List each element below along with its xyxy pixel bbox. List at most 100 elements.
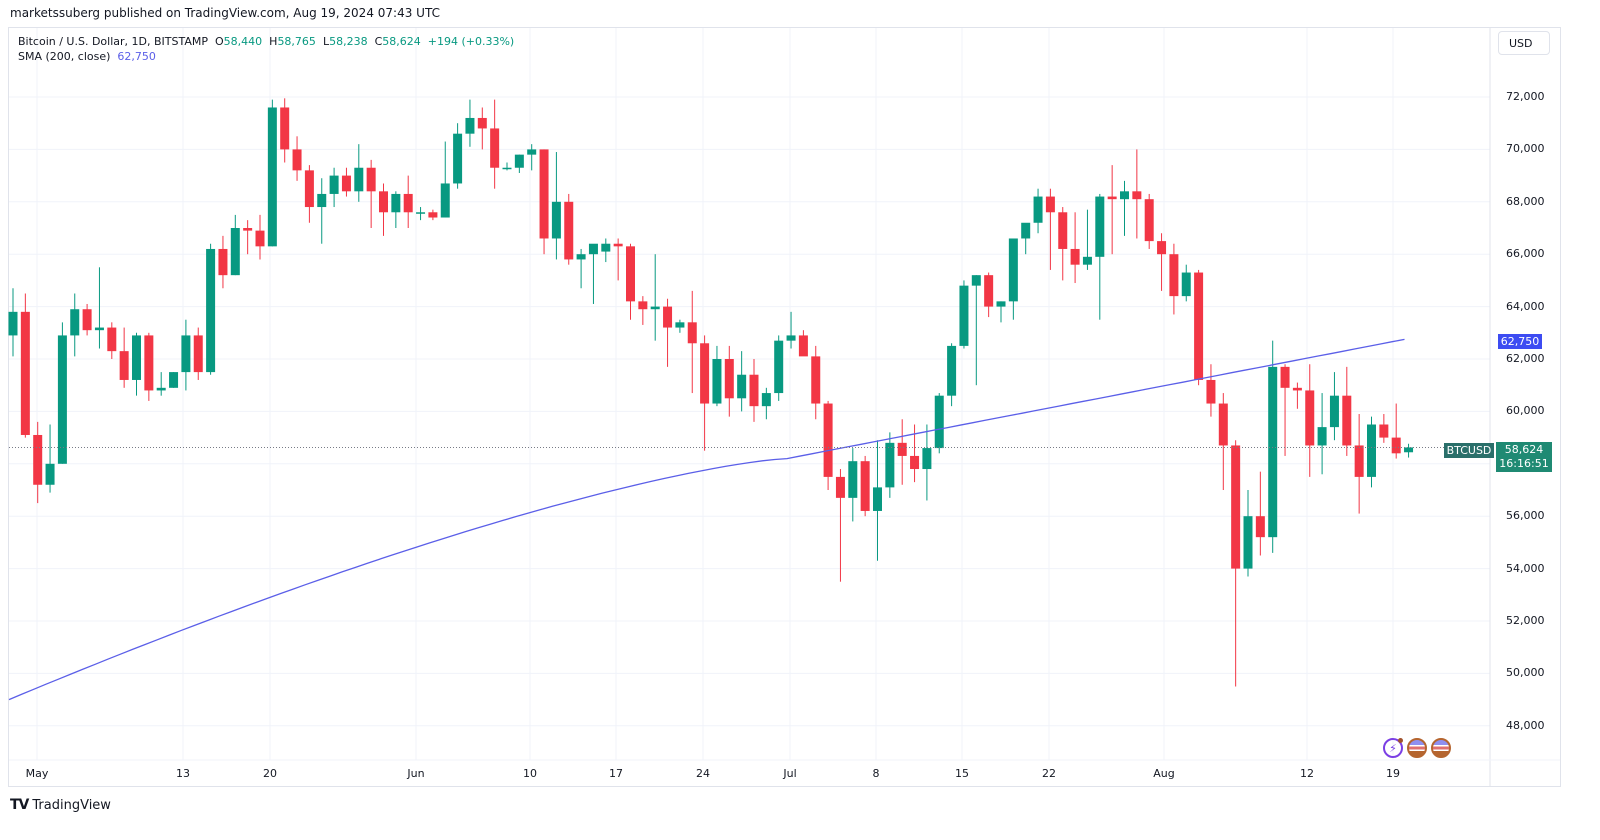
currency-button[interactable]: USD [1498,31,1550,55]
legend-symbol[interactable]: Bitcoin / U.S. Dollar, 1D, BITSTAMP [18,35,208,48]
candle [527,144,537,171]
last-price: 58,624 [1504,443,1544,456]
candle-body [761,393,771,407]
candle-body [1206,379,1216,404]
candle-body [588,243,598,255]
legend-sma-label[interactable]: SMA (200, close) [18,50,111,63]
candle [144,332,154,401]
candle-body [1144,199,1154,242]
candle [1120,180,1129,236]
price-tick-label: 48,000 [1506,718,1545,732]
candle-body [440,183,450,218]
candle [601,238,611,263]
candle [8,288,18,357]
candle [206,243,216,375]
candle [1379,414,1389,443]
candle-body [823,403,833,477]
candle [1144,193,1154,249]
candle-body [687,322,697,344]
candle [230,214,240,276]
candle [94,267,104,349]
candle-body [45,463,55,485]
candle-body [1367,424,1376,477]
candle [588,243,598,304]
candle [107,322,117,359]
candle-body [502,167,512,170]
us-flag-event-icon[interactable] [1431,738,1451,758]
candle [33,421,43,504]
candle-body [1095,196,1105,257]
time-tick-label: 20 [263,767,277,780]
lightning-event-icon[interactable]: ⚡ [1383,738,1403,758]
candle [514,154,524,173]
legend-change: +194 (+0.33%) [427,35,515,48]
candle [1268,340,1278,553]
time-tick-label: Aug [1153,767,1175,780]
candle [391,191,401,228]
tradingview-logo-icon: TV [10,797,29,813]
candle [1342,366,1352,456]
candle-body [206,248,216,373]
candle-body [959,285,969,346]
time-tick-label: 8 [872,767,880,780]
candle [922,424,932,501]
time-tick-label: May [25,767,49,780]
candle-body [490,128,500,168]
candle [761,387,771,420]
candle-body [1045,196,1055,213]
candle-body [1181,272,1191,297]
candle-body [527,149,537,155]
candle [453,123,463,189]
candle [119,327,129,388]
chart-frame[interactable] [8,27,1561,787]
candle [786,311,796,349]
candle-body [1243,516,1253,569]
time-tick-label: 12 [1300,767,1314,780]
candle [428,209,438,221]
candle [675,319,685,333]
candle [1218,393,1228,490]
candle [379,183,388,236]
candle-body [712,359,722,404]
candle [1206,364,1216,417]
candle [971,275,981,386]
candle-body [1021,222,1031,239]
candle-body [354,167,364,192]
candle-body [379,191,388,213]
candle-body [70,309,80,336]
candle-body [885,442,895,488]
candle [70,293,80,357]
candle [947,343,957,407]
candle [638,296,648,325]
candle [20,293,30,438]
candle-body [33,434,43,485]
us-flag-event-icon[interactable] [1407,738,1427,758]
candle [502,162,512,171]
candle [1354,414,1364,514]
bar-countdown: 16:16:51 [1499,457,1549,470]
time-tick-label: 15 [955,767,969,780]
candle-body [1082,256,1092,265]
time-tick-label: 13 [176,767,190,780]
candle-body [1404,447,1414,453]
candle [934,393,944,454]
candle-body [1132,191,1142,200]
candle-body [947,345,957,396]
candle [292,136,302,181]
chart-legend: Bitcoin / U.S. Dollar, 1D, BITSTAMP O58,… [18,34,514,64]
tradingview-logo[interactable]: TV TradingView [10,797,111,813]
candle-body [1255,516,1265,538]
candle [1132,149,1142,239]
candle [45,424,55,493]
price-tick-label: 60,000 [1506,404,1545,418]
candle-body [1070,248,1080,265]
candle [848,448,858,522]
candle [724,345,734,417]
candle [687,290,697,394]
candle-body [341,175,351,192]
candle-body [1354,445,1364,477]
candle-body [786,335,796,341]
candle-body [366,167,376,192]
candle-body [811,356,821,404]
